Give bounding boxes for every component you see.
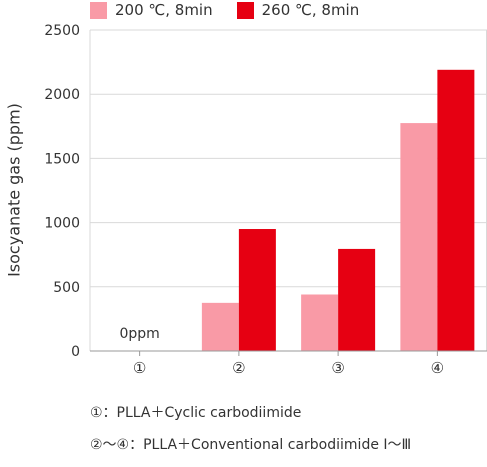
- bar-200-cat4: [400, 123, 438, 351]
- legend-item-260: 260 ℃, 8min: [236, 1, 360, 19]
- annotation-1: 0ppm: [119, 326, 159, 342]
- bar-chart: 0 500 1000 1500 2000 2500 ① ② ③ ④ 0ppm: [44, 23, 487, 377]
- legend-swatch-260: [236, 1, 254, 19]
- note-1: ①：PLLA＋Cyclic carbodiimide: [90, 405, 302, 421]
- x-tick-label-2: ②: [232, 359, 245, 377]
- y-tick-label-1000: 1000: [44, 216, 80, 232]
- x-tick-label-1: ①: [133, 359, 146, 377]
- y-tick-label-1500: 1500: [44, 151, 80, 167]
- bar-260-cat2: [238, 229, 276, 351]
- bar-260-cat3: [338, 248, 376, 351]
- bar-200-cat2: [201, 302, 239, 351]
- x-tick-label-3: ③: [331, 359, 344, 377]
- note-2: ②～④：PLLA＋Conventional carbodiimide Ⅰ～Ⅲ: [90, 437, 412, 453]
- legend-swatch-200: [90, 1, 107, 19]
- legend-item-200: 200 ℃, 8min: [90, 1, 213, 19]
- bar-200-cat3: [301, 294, 339, 351]
- y-tick-label-0: 0: [71, 344, 80, 360]
- legend-label-260: 260 ℃, 8min: [261, 1, 360, 19]
- y-tick-label-500: 500: [53, 280, 80, 296]
- x-tick-label-4: ④: [431, 359, 444, 377]
- y-tick-label-2500: 2500: [44, 23, 80, 39]
- legend-label-200: 200 ℃, 8min: [115, 1, 213, 19]
- y-tick-label-2000: 2000: [44, 87, 80, 103]
- legend: 200 ℃, 8min 260 ℃, 8min: [90, 1, 383, 19]
- notes: ①：PLLA＋Cyclic carbodiimide ②～④：PLLA＋Conv…: [90, 403, 411, 467]
- bar-260-cat4: [437, 69, 475, 351]
